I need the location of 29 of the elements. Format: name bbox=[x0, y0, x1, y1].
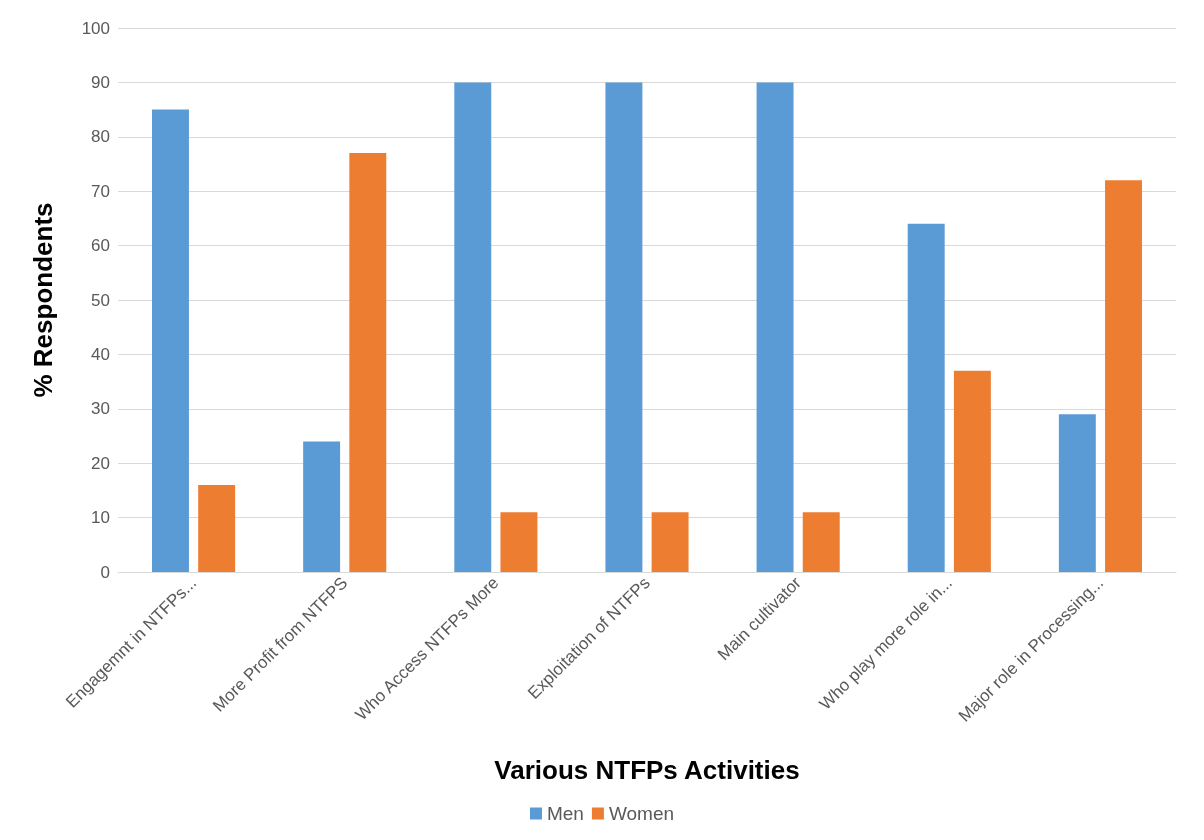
y-tick-label: 80 bbox=[91, 127, 110, 147]
y-tick-label: 90 bbox=[91, 72, 110, 92]
y-tick-label: 60 bbox=[91, 236, 110, 256]
y-tick-label: 10 bbox=[91, 508, 110, 528]
y-tick-label: 50 bbox=[91, 290, 110, 310]
bar bbox=[802, 512, 840, 572]
legend-label: Women bbox=[608, 803, 675, 824]
y-tick-label: 100 bbox=[81, 18, 110, 38]
bar bbox=[454, 82, 492, 572]
y-tick-label: 30 bbox=[91, 399, 110, 419]
bar bbox=[605, 82, 643, 572]
bar bbox=[349, 153, 387, 572]
bar bbox=[651, 512, 689, 572]
y-tick-label: 0 bbox=[100, 562, 110, 582]
bar bbox=[1058, 414, 1096, 572]
y-tick-label: 40 bbox=[91, 344, 110, 364]
y-tick-label: 70 bbox=[91, 181, 110, 201]
bar bbox=[152, 109, 189, 572]
y-tick-label: 20 bbox=[91, 453, 110, 473]
bar bbox=[198, 484, 236, 572]
bar bbox=[953, 370, 991, 572]
bar bbox=[303, 441, 341, 572]
bar bbox=[500, 512, 538, 572]
legend-label: Men bbox=[546, 803, 584, 824]
x-axis-title: Various NTFPs Activities bbox=[494, 755, 800, 785]
y-axis-title: % Respondents bbox=[28, 202, 58, 398]
bar bbox=[907, 223, 945, 572]
bar bbox=[1105, 180, 1142, 572]
bar bbox=[756, 82, 794, 572]
